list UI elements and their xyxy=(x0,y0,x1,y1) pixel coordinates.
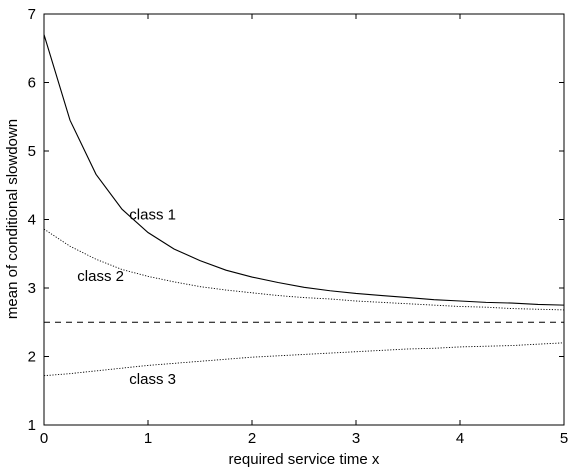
x-tick-label: 2 xyxy=(248,430,256,447)
y-axis-label: mean of conditional slowdown xyxy=(4,119,21,319)
x-tick-label: 3 xyxy=(352,430,360,447)
y-tick-label: 6 xyxy=(28,75,36,92)
annotation-group: class 1 class 2 class 3 xyxy=(77,207,176,388)
y-tick-label: 7 xyxy=(28,6,36,23)
series-line-class-1 xyxy=(43,34,565,306)
y-tick-label: 2 xyxy=(28,349,36,366)
x-tick-label: 4 xyxy=(456,430,464,447)
annotation-class-1: class 1 xyxy=(129,207,176,224)
plot-frame xyxy=(43,13,565,426)
series-group xyxy=(43,34,565,377)
y-tick-label: 4 xyxy=(28,212,36,229)
x-axis-label: required service time x xyxy=(229,451,380,468)
annotation-class-3: class 3 xyxy=(129,371,176,388)
x-tick-label: 1 xyxy=(144,430,152,447)
series-line-class-3 xyxy=(43,342,565,377)
y-tick-label: 1 xyxy=(28,417,36,434)
y-tick-label: 5 xyxy=(28,143,36,160)
series-line-class-2 xyxy=(43,228,565,311)
x-tick-label: 5 xyxy=(560,430,568,447)
x-tick-label: 0 xyxy=(40,430,48,447)
y-tick-label: 3 xyxy=(28,280,36,297)
annotation-class-2: class 2 xyxy=(77,268,124,285)
